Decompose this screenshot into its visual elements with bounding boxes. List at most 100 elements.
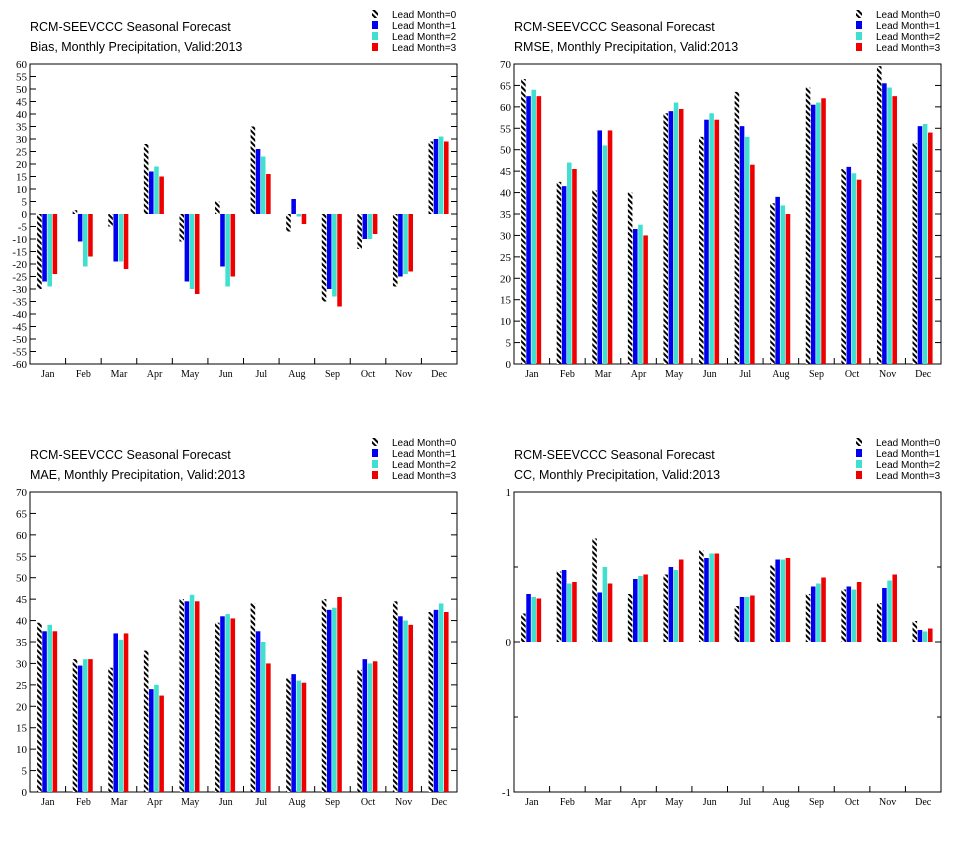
y-tick-label: -55 <box>12 347 27 359</box>
bar-aug-lead-0 <box>286 678 291 792</box>
bar-dec-lead-1 <box>433 609 439 792</box>
legend-swatch-lead-1 <box>856 449 862 457</box>
y-tick-label: -20 <box>12 259 27 271</box>
bar-oct-lead-3 <box>856 582 862 642</box>
y-tick-label: 55 <box>500 123 512 135</box>
chart-title: RCM-SEEVCCC Seasonal Forecast <box>30 20 231 34</box>
y-tick-label: 25 <box>16 147 28 159</box>
y-tick-label: 20 <box>16 701 28 713</box>
x-tick-label: Sep <box>325 369 340 380</box>
bar-aug-lead-1 <box>291 199 296 214</box>
x-tick-label: Jun <box>219 797 233 808</box>
bar-feb-lead-2 <box>83 659 88 792</box>
chart-subtitle: Bias, Monthly Precipitation, Valid:2013 <box>30 40 242 54</box>
bar-dec-lead-2 <box>438 136 444 214</box>
legend-label-lead-0: Lead Month=0 <box>876 10 941 21</box>
bar-apr-lead-2 <box>154 166 159 214</box>
bar-jun-lead-1 <box>704 558 709 642</box>
bar-jan-lead-2 <box>531 597 536 642</box>
x-tick-label: Dec <box>431 797 448 808</box>
y-tick-label: -10 <box>12 234 27 246</box>
bar-sep-lead-2 <box>332 607 337 792</box>
legend-swatch-lead-3 <box>856 43 862 51</box>
bar-jan-lead-2 <box>47 214 52 287</box>
bar-oct-lead-2 <box>367 663 373 792</box>
bar-jul-lead-1 <box>739 126 745 365</box>
y-tick-label: -50 <box>12 334 27 346</box>
bar-may-lead-1 <box>184 601 190 792</box>
y-tick-label: -35 <box>12 297 27 309</box>
bar-dec-lead-1 <box>433 139 439 214</box>
bar-dec-lead-0 <box>912 621 918 642</box>
bar-nov-lead-3 <box>408 624 413 792</box>
bar-mar-lead-1 <box>113 214 119 262</box>
bar-jan-lead-1 <box>42 631 47 792</box>
bar-oct-lead-0 <box>841 589 846 642</box>
chart-panel-mae: RCM-SEEVCCC Seasonal Forecast MAE, Monthl… <box>0 428 484 856</box>
bar-dec-lead-1 <box>917 126 923 365</box>
bar-mar-lead-2 <box>602 145 608 364</box>
x-tick-label: Mar <box>595 797 612 808</box>
y-tick-label: 40 <box>16 616 28 628</box>
y-tick-label: 60 <box>16 530 28 542</box>
bar-jan-lead-3 <box>52 214 58 274</box>
bar-jun-lead-2 <box>225 214 230 287</box>
bar-oct-lead-1 <box>362 659 368 792</box>
bar-nov-lead-3 <box>408 214 413 272</box>
bar-jan-lead-1 <box>526 594 531 642</box>
legend-label-lead-3: Lead Month=3 <box>876 43 941 54</box>
bar-mar-lead-1 <box>113 633 119 792</box>
bar-feb-lead-2 <box>567 162 572 364</box>
bar-apr-lead-3 <box>159 695 164 792</box>
bar-apr-lead-2 <box>638 224 643 364</box>
x-tick-label: Oct <box>361 369 376 380</box>
y-tick-label: 40 <box>500 188 512 200</box>
bar-jun-lead-1 <box>704 119 709 364</box>
y-tick-label: 65 <box>16 508 28 520</box>
bar-jun-lead-2 <box>225 614 230 792</box>
bar-sep-lead-3 <box>821 577 826 642</box>
y-tick-label: 60 <box>16 59 28 71</box>
legend-swatch-lead-2 <box>856 460 862 468</box>
bar-oct-lead-1 <box>362 214 368 239</box>
bar-jan-lead-3 <box>52 631 58 792</box>
bar-mar-lead-0 <box>108 214 113 227</box>
bar-may-lead-0 <box>663 574 669 642</box>
bar-jun-lead-1 <box>220 616 225 792</box>
x-tick-label: Sep <box>325 797 340 808</box>
bar-nov-lead-3 <box>892 96 897 365</box>
x-tick-label: Mar <box>111 797 128 808</box>
bar-nov-lead-1 <box>398 616 403 792</box>
bar-nov-lead-3 <box>892 574 897 642</box>
x-tick-label: Feb <box>560 797 575 808</box>
y-tick-label: 20 <box>500 273 512 285</box>
legend-label-lead-3: Lead Month=3 <box>392 43 457 54</box>
legend-swatch-lead-0 <box>856 10 862 18</box>
bar-jan-lead-0 <box>37 214 42 289</box>
bar-apr-lead-3 <box>643 235 648 364</box>
bar-sep-lead-0 <box>321 599 327 792</box>
bar-dec-lead-3 <box>928 132 933 364</box>
bar-mar-lead-3 <box>123 214 129 269</box>
bar-sep-lead-0 <box>805 87 811 365</box>
y-tick-label: 0 <box>22 787 28 799</box>
bar-dec-lead-0 <box>428 141 434 214</box>
y-tick-label: 15 <box>500 295 512 307</box>
bar-sep-lead-1 <box>326 214 332 289</box>
x-tick-label: Aug <box>772 797 789 808</box>
bar-sep-lead-3 <box>821 98 826 365</box>
bar-dec-lead-2 <box>922 124 928 364</box>
bar-feb-lead-2 <box>83 214 88 267</box>
bar-jan-lead-0 <box>37 622 42 792</box>
bar-jul-lead-1 <box>255 631 261 792</box>
bar-may-lead-0 <box>663 113 669 365</box>
bar-jul-lead-3 <box>266 663 271 792</box>
bar-nov-lead-1 <box>398 214 403 277</box>
legend-swatch-lead-0 <box>856 438 862 446</box>
x-tick-label: Feb <box>76 369 91 380</box>
legend-label-lead-3: Lead Month=3 <box>876 471 941 482</box>
bar-sep-lead-2 <box>816 102 821 365</box>
bar-may-lead-2 <box>673 102 679 365</box>
legend-swatch-lead-1 <box>856 21 862 29</box>
bar-jan-lead-3 <box>536 96 542 365</box>
